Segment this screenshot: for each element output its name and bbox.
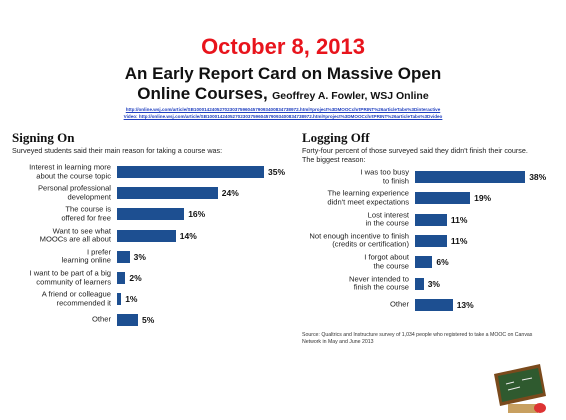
category-label: I forgot about the course [364,252,409,271]
bar [117,187,218,200]
bar [117,229,176,242]
board [498,368,543,402]
bar [415,298,453,311]
slide-title: October 8, 2013 [201,34,365,59]
slide-subtitle: An Early Report Card on Massive Open [124,64,442,83]
value-label: 2% [129,273,142,283]
apple [534,403,546,413]
book [508,404,538,413]
value-label: 3% [133,251,146,262]
category-label: Other [390,299,409,309]
bar [415,171,526,183]
category-label: Not enough incentive to finish (credits … [309,231,409,249]
value-label: 14% [179,230,197,241]
link[interactable]: http://online.wsj.com/article/SB10001424… [125,107,441,112]
category-label: Other [92,315,111,325]
value-label: 3% [427,278,440,289]
category-label: Lost interest in the course [365,210,409,228]
bar [415,192,471,205]
chart: Logging Off Forty-four percent of those s… [300,128,556,356]
value-label: 35% [268,167,286,177]
value-label: 1% [125,294,138,305]
chart-title: Signing On [12,130,75,145]
bar [415,234,447,247]
source-note: Source: Qualtrics and Instructure survey… [302,332,533,346]
category-label: I want to be part of a big community of … [29,268,111,286]
category-label: The learning experience didn't meet expe… [327,188,409,207]
category-label: I prefer learning online [61,247,111,265]
category-label: I was too busy to finish [360,167,409,185]
link[interactable]: Video: http://online.wsj.com/article/SB1… [123,114,443,119]
subtitle-line: Online Courses, Geoffrey A. Fowler, WSJ … [0,84,566,104]
author: Geoffrey A. Fowler, WSJ Online [272,90,429,102]
bar [117,314,138,327]
bar [415,277,424,290]
value-label: 5% [142,315,155,326]
category-label: Never intended to finish the course [349,273,409,292]
value-label: 6% [436,257,449,268]
chart: Signing On Surveyed students said their m… [10,128,286,356]
value-label: 11% [450,214,468,225]
category-label: The course is offered for free [61,204,111,223]
category-label: Interest in learning more about the cour… [29,162,111,180]
value-label: 24% [221,188,239,199]
value-label: 13% [456,299,474,310]
category-label: Want to see what MOOCs are all about [39,226,111,244]
chart-subtitle: Surveyed students said their main reason… [12,146,223,155]
category-label: Personal professional development [37,183,111,202]
chart-title: Logging Off [302,130,370,145]
bar [415,213,447,226]
bar [117,166,264,178]
bar [117,293,122,306]
bar [117,272,126,284]
bar [117,250,130,263]
bar [415,256,433,269]
chart-subtitle: Forty-four percent of those surveyed sai… [302,146,528,164]
value-label: 16% [188,209,206,220]
category-label: A friend or colleague recommended it [41,289,111,308]
value-label: 19% [474,193,492,204]
value-label: 38% [529,172,547,182]
bar [117,208,185,221]
chalk-lines [505,377,533,391]
value-label: 11% [450,235,468,246]
slide-subtitle: Online Courses, [137,84,268,103]
chalkboard-icon [494,364,546,413]
